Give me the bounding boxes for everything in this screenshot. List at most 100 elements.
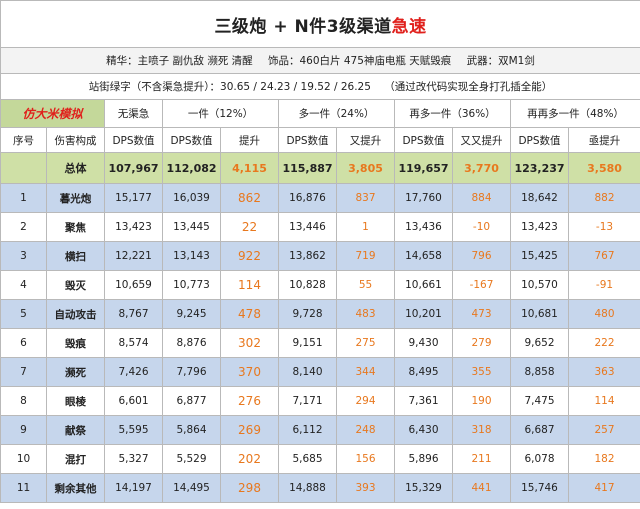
- gain-cell: 257: [567, 415, 640, 445]
- table-row: 11 剩余其他 14,197 14,495 298 14,888 393 15,329 441 1…: [0, 473, 640, 503]
- dps-cell: 5,864: [162, 415, 221, 445]
- dps-cell: 7,171: [278, 386, 337, 416]
- accessory-info: 饰品：460白片 475神庙电瓶 天赋毁痕: [268, 55, 452, 67]
- dps-cell: 6,877: [162, 386, 221, 416]
- dps-cell: 8,876: [162, 328, 221, 358]
- damage-source-name: 聚焦: [46, 212, 105, 242]
- dps-cell: 6,601: [104, 386, 163, 416]
- group-header-3: 再多一件（36%）: [394, 99, 511, 128]
- dps-cell: 10,661: [394, 270, 453, 300]
- dps-cell: 15,425: [510, 241, 569, 271]
- damage-source-name: 暮光炮: [46, 183, 105, 213]
- total-dps-cell: 112,082: [162, 152, 221, 184]
- dps-cell: 6,078: [510, 444, 569, 474]
- gain-cell: -13: [567, 212, 640, 242]
- dps-cell: 7,361: [394, 386, 453, 416]
- damage-source-name: 混打: [46, 444, 105, 474]
- dps-cell: 16,876: [278, 183, 337, 213]
- dps-cell: 9,652: [510, 328, 569, 358]
- total-dps-cell: 123,237: [510, 152, 569, 184]
- damage-source-name: 毁痕: [46, 328, 105, 358]
- dps-cell: 18,642: [510, 183, 569, 213]
- gain-cell: 279: [452, 328, 511, 358]
- stats-note: （通过改代码实现全身打孔插全能）: [384, 81, 553, 93]
- damage-source-name: 毁灭: [46, 270, 105, 300]
- gear-info: 精华：主喷子 副仇敌 濒死 清醒 饰品：460白片 475神庙电瓶 天赋毁痕 武…: [0, 47, 640, 74]
- dps-cell: 5,529: [162, 444, 221, 474]
- column-header: DPS数值: [104, 127, 163, 153]
- gain-cell: 294: [336, 386, 395, 416]
- dps-cell: 14,197: [104, 473, 163, 503]
- simulation-tag: 仿大米模拟: [0, 99, 105, 128]
- essence-info: 精华：主喷子 副仇敌 濒死 清醒: [106, 55, 253, 67]
- dps-cell: 13,446: [278, 212, 337, 242]
- gain-cell: 190: [452, 386, 511, 416]
- gain-cell: 156: [336, 444, 395, 474]
- total-gain-cell: 3,580: [567, 152, 640, 184]
- gain-cell: 862: [220, 183, 279, 213]
- dps-cell: 10,570: [510, 270, 569, 300]
- gain-cell: 417: [567, 473, 640, 503]
- dps-cell: 10,828: [278, 270, 337, 300]
- dps-cell: 5,595: [104, 415, 163, 445]
- gain-cell: 318: [452, 415, 511, 445]
- gain-cell: 922: [220, 241, 279, 271]
- gain-cell: 222: [567, 328, 640, 358]
- row-number: 6: [0, 328, 47, 358]
- total-gain-cell: 3,770: [452, 152, 511, 184]
- gain-cell: 182: [567, 444, 640, 474]
- dps-cell: 14,658: [394, 241, 453, 271]
- dps-cell: 15,746: [510, 473, 569, 503]
- dps-cell: 10,681: [510, 299, 569, 329]
- gain-cell: 298: [220, 473, 279, 503]
- gain-cell: 269: [220, 415, 279, 445]
- column-header: 又又提升: [452, 127, 511, 153]
- column-header: DPS数值: [394, 127, 453, 153]
- dps-cell: 17,760: [394, 183, 453, 213]
- damage-source-name: 横扫: [46, 241, 105, 271]
- dps-cell: 10,659: [104, 270, 163, 300]
- dps-cell: 15,177: [104, 183, 163, 213]
- damage-source-name: 自动攻击: [46, 299, 105, 329]
- dps-cell: 13,143: [162, 241, 221, 271]
- total-dps-cell: 107,967: [104, 152, 163, 184]
- dps-cell: 15,329: [394, 473, 453, 503]
- dps-cell: 12,221: [104, 241, 163, 271]
- row-number: 2: [0, 212, 47, 242]
- dps-cell: 16,039: [162, 183, 221, 213]
- gain-cell: 767: [567, 241, 640, 271]
- table-row: 1 暮光炮 15,177 16,039 862 16,876 837 17,760 884 18,…: [0, 183, 640, 213]
- dps-cell: 6,687: [510, 415, 569, 445]
- column-header: DPS数值: [278, 127, 337, 153]
- gain-cell: 248: [336, 415, 395, 445]
- table-row: 3 横扫 12,221 13,143 922 13,862 719 14,658 796 15,4…: [0, 241, 640, 271]
- stat-info: 站街绿字（不含渠急提升）：30.65 / 24.23 / 19.52 / 26.…: [0, 73, 640, 100]
- group-header-2: 多一件（24%）: [278, 99, 395, 128]
- gain-cell: 370: [220, 357, 279, 387]
- dps-cell: 13,423: [510, 212, 569, 242]
- table-row: 4 毁灭 10,659 10,773 114 10,828 55 10,661 -167 10,5…: [0, 270, 640, 300]
- gain-cell: 478: [220, 299, 279, 329]
- dps-cell: 9,151: [278, 328, 337, 358]
- title-highlight: 急速: [391, 16, 427, 37]
- group-header-1: 一件（12%）: [162, 99, 279, 128]
- table-row: 6 毁痕 8,574 8,876 302 9,151 275 9,430 279 9,652 222: [0, 328, 640, 358]
- total-label: 总体: [46, 152, 105, 184]
- dps-cell: 6,112: [278, 415, 337, 445]
- row-number: 5: [0, 299, 47, 329]
- gain-cell: 884: [452, 183, 511, 213]
- total-gain-cell: 3,805: [336, 152, 395, 184]
- column-header: 提升: [220, 127, 279, 153]
- dps-cell: 5,685: [278, 444, 337, 474]
- dps-cell: 8,140: [278, 357, 337, 387]
- dps-cell: 9,430: [394, 328, 453, 358]
- column-header: 又提升: [336, 127, 395, 153]
- dps-cell: 13,862: [278, 241, 337, 271]
- column-header: DPS数值: [162, 127, 221, 153]
- dps-cell: 7,426: [104, 357, 163, 387]
- row-number: 3: [0, 241, 47, 271]
- damage-source-name: 濒死: [46, 357, 105, 387]
- table-row: 7 濒死 7,426 7,796 370 8,140 344 8,495 355 8,858 363: [0, 357, 640, 387]
- gain-cell: -10: [452, 212, 511, 242]
